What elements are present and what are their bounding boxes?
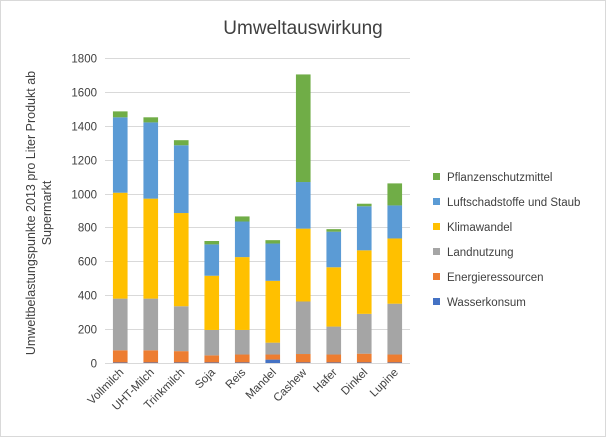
bar-segment xyxy=(295,182,311,229)
y-tick-label: 800 xyxy=(78,223,97,235)
legend-swatch xyxy=(433,298,440,305)
y-tick-label: 1800 xyxy=(71,54,97,66)
bar-segment xyxy=(356,206,372,251)
bars xyxy=(112,74,403,363)
bar-segment xyxy=(143,350,159,363)
bar-segment xyxy=(112,117,128,193)
bar-segment xyxy=(143,362,159,363)
bar-segment xyxy=(234,221,250,258)
bar-segment xyxy=(265,342,281,355)
legend-swatch xyxy=(433,198,440,205)
bar-segment xyxy=(173,140,189,146)
bar-segment xyxy=(204,275,220,330)
bar-segment xyxy=(173,306,189,352)
bar-segment xyxy=(326,326,342,355)
bar-segment xyxy=(295,301,311,355)
x-tick-label: Cashew xyxy=(271,366,309,404)
legend-swatch xyxy=(433,173,440,180)
x-tick-label: Soja xyxy=(193,366,218,391)
bar-segment xyxy=(265,359,281,363)
bar-segment xyxy=(387,238,403,304)
bar-segment xyxy=(295,74,311,183)
bar-segment xyxy=(356,203,372,207)
bar-segment xyxy=(234,216,250,222)
bar-segment xyxy=(387,362,403,363)
bar-segment xyxy=(173,145,189,214)
bar-segment xyxy=(234,329,250,355)
chart-title: Umweltauswirkung xyxy=(223,18,382,39)
bar-segment xyxy=(265,240,281,244)
bar-segment xyxy=(387,303,403,355)
legend-swatch xyxy=(433,223,440,230)
bar-segment xyxy=(387,183,403,206)
bar-segment xyxy=(295,354,311,363)
bar-segment xyxy=(173,362,189,363)
bar-segment xyxy=(204,244,220,276)
bar-segment xyxy=(265,243,281,281)
legend-item-label: Landnutzung xyxy=(447,247,514,259)
bar-segment xyxy=(326,267,342,327)
bar-segment xyxy=(356,313,372,354)
bar-segment xyxy=(387,205,403,239)
bar-segment xyxy=(234,362,250,363)
bar-segment xyxy=(204,241,220,245)
y-axis-ticks: 0 200 400 600 800 1000 1200 1400 1600 1800 xyxy=(71,54,97,371)
y-tick-label: 0 xyxy=(91,359,97,371)
y-axis-label: Umweltbelastungspunkte 2013 pro Liter Pr… xyxy=(24,71,54,355)
legend-swatch xyxy=(433,248,440,255)
legend-item-label: Energieressourcen xyxy=(447,272,544,284)
y-tick-label: 400 xyxy=(78,291,97,303)
x-tick-label: Dinkel xyxy=(339,367,370,398)
y-tick-label: 600 xyxy=(78,257,97,269)
y-tick-label: 1200 xyxy=(71,156,97,168)
bar-segment xyxy=(204,362,220,363)
bar-segment xyxy=(234,354,250,363)
bar-segment xyxy=(387,354,403,363)
y-tick-label: 200 xyxy=(78,325,97,337)
bar-segment xyxy=(112,298,128,351)
legend-item-label: Klimawandel xyxy=(447,222,512,234)
bar-segment xyxy=(112,192,128,299)
bar-segment xyxy=(265,354,281,360)
bar-segment xyxy=(112,350,128,363)
y-tick-label: 1000 xyxy=(71,190,97,202)
y-axis-label-line-2: Supermarkt xyxy=(40,180,54,245)
bar-segment xyxy=(112,111,128,118)
bar-segment xyxy=(173,351,189,363)
bar-segment xyxy=(143,198,159,299)
bar-segment xyxy=(326,229,342,232)
bar-segment xyxy=(295,228,311,302)
x-tick-label: Reis xyxy=(224,366,249,391)
x-tick-label: Hafer xyxy=(311,367,339,395)
bar-segment xyxy=(295,362,311,363)
bar-segment xyxy=(143,122,159,199)
bar-segment xyxy=(326,354,342,363)
y-axis-label-line-1: Umweltbelastungspunkte 2013 pro Liter Pr… xyxy=(24,71,38,355)
legend-item-label: Pflanzenschutzmittel xyxy=(447,172,552,184)
legend-item-label: Wasserkonsum xyxy=(447,297,526,309)
bar-segment xyxy=(356,250,372,314)
legend-swatch xyxy=(433,273,440,280)
bar-segment xyxy=(112,362,128,363)
legend-item-label: Luftschadstoffe und Staub xyxy=(447,197,580,209)
bar-segment xyxy=(234,257,250,330)
bar-segment xyxy=(204,329,220,356)
bar-segment xyxy=(356,353,372,363)
bar-segment xyxy=(173,213,189,307)
bar-segment xyxy=(356,362,372,363)
y-tick-label: 1600 xyxy=(71,88,97,100)
bar-segment xyxy=(326,231,342,268)
x-tick-label: Lupine xyxy=(368,367,401,400)
legend: Pflanzenschutzmittel Luftschadstoffe und … xyxy=(433,172,580,309)
bar-segment xyxy=(143,298,159,351)
bar-segment xyxy=(265,280,281,343)
bar-segment xyxy=(204,355,220,363)
bar-segment xyxy=(143,117,159,123)
bar-segment xyxy=(326,362,342,363)
y-tick-label: 1400 xyxy=(71,122,97,134)
